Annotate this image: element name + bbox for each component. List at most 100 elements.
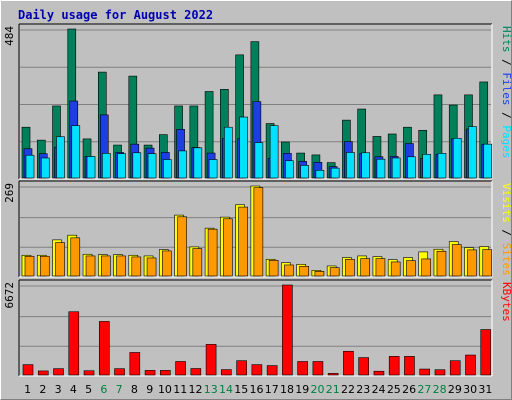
pages-bar	[300, 165, 309, 179]
kbytes-bar	[419, 368, 431, 376]
pages-bar	[361, 152, 370, 179]
sites-bar	[24, 255, 35, 277]
pages-bar	[101, 153, 111, 179]
kbytes-bar	[358, 357, 369, 376]
pages-bar	[224, 126, 233, 179]
sites-bar	[451, 244, 462, 277]
legend-separator: /	[500, 106, 512, 126]
day-label: 14	[219, 383, 233, 396]
sites-bar	[299, 265, 309, 277]
pages-bar	[315, 170, 325, 179]
series-legend: Visits / Sites	[500, 183, 512, 276]
pages-bar	[147, 153, 157, 179]
sites-bar	[482, 249, 493, 277]
pages-bar	[193, 147, 203, 179]
kbytes-bar	[343, 350, 354, 376]
sites-bar	[390, 261, 401, 277]
kbytes-bar	[53, 368, 64, 376]
kbytes-bar	[221, 369, 232, 376]
kbytes-bar	[449, 360, 461, 376]
pages-bar	[117, 153, 126, 179]
pages-bar	[132, 152, 142, 179]
day-label: 25	[387, 383, 401, 396]
day-label: 31	[478, 383, 492, 396]
y-axis-max-label: 269	[3, 183, 16, 203]
pages-bar	[239, 116, 248, 179]
y-axis-max-label: 6672	[3, 282, 16, 309]
day-label: 15	[234, 383, 248, 396]
kbytes-bar	[83, 370, 95, 376]
sites-bar	[360, 258, 370, 277]
day-label: 4	[70, 383, 77, 396]
kbytes-bar	[327, 373, 339, 376]
legend-kbytes: KBytes	[500, 282, 512, 322]
kbytes-bar	[251, 364, 263, 376]
day-label: 11	[173, 383, 187, 396]
sites-bar	[253, 187, 264, 277]
kbytes-bar	[129, 352, 141, 376]
sites-bar	[421, 258, 432, 277]
pages-bar	[40, 157, 50, 179]
day-label: 24	[372, 383, 386, 396]
sites-bar	[70, 237, 81, 277]
pages-bar	[483, 143, 493, 179]
series-legend: KBytes	[500, 282, 512, 322]
kbytes-bar	[282, 284, 293, 376]
legend-sites: Sites	[500, 243, 512, 276]
sites-bar	[467, 249, 477, 277]
pages-bar	[269, 125, 279, 179]
day-label: 1	[24, 383, 31, 396]
day-label: 27	[417, 383, 431, 396]
day-label: 10	[158, 383, 172, 396]
pages-bar	[208, 159, 218, 179]
day-label: 26	[402, 383, 416, 396]
sites-bar	[207, 228, 218, 277]
day-label: 30	[463, 383, 477, 396]
day-label: 8	[131, 383, 138, 396]
pages-bar	[346, 152, 355, 179]
day-label: 5	[85, 383, 92, 396]
day-label: 19	[295, 383, 309, 396]
panel-3	[19, 280, 492, 376]
day-label: 21	[326, 383, 340, 396]
pages-bar	[71, 125, 81, 179]
kbytes-bar	[266, 365, 278, 376]
sites-bar	[39, 255, 50, 277]
day-label: 13	[204, 383, 218, 396]
sites-bar	[314, 271, 325, 277]
kbytes-bar	[465, 354, 476, 376]
kbytes-bar	[236, 360, 247, 376]
kbytes-bar	[22, 364, 34, 376]
pages-bar	[391, 157, 401, 179]
sites-bar	[192, 248, 203, 277]
day-label: 6	[100, 383, 107, 396]
pages-bar	[468, 126, 477, 179]
kbytes-bar	[37, 370, 49, 376]
sites-bar	[116, 255, 126, 277]
series-legend: Hits / Files / Pages	[500, 26, 512, 159]
day-label: 23	[356, 383, 370, 396]
legend-pages: Pages	[500, 125, 512, 158]
day-label: 18	[280, 383, 294, 396]
sites-bar	[329, 267, 340, 277]
kbytes-bar	[434, 369, 446, 376]
kbytes-bar	[160, 370, 171, 376]
day-label: 9	[146, 383, 153, 396]
sites-bar	[345, 258, 355, 277]
kbytes-bar	[175, 361, 186, 376]
sites-bar	[85, 255, 96, 277]
kbytes-bar	[404, 356, 415, 376]
pages-bar	[330, 167, 340, 179]
pages-bar	[56, 136, 65, 179]
sites-bar	[284, 264, 294, 277]
legend-visits: Visits	[500, 183, 512, 223]
pages-bar	[452, 137, 462, 179]
day-label: 3	[55, 383, 62, 396]
pages-bar	[163, 159, 172, 179]
sites-bar	[268, 259, 279, 277]
legend-hits: Hits	[500, 26, 512, 53]
day-label: 2	[39, 383, 46, 396]
kbytes-bar	[297, 361, 308, 376]
kbytes-bar	[98, 321, 110, 376]
